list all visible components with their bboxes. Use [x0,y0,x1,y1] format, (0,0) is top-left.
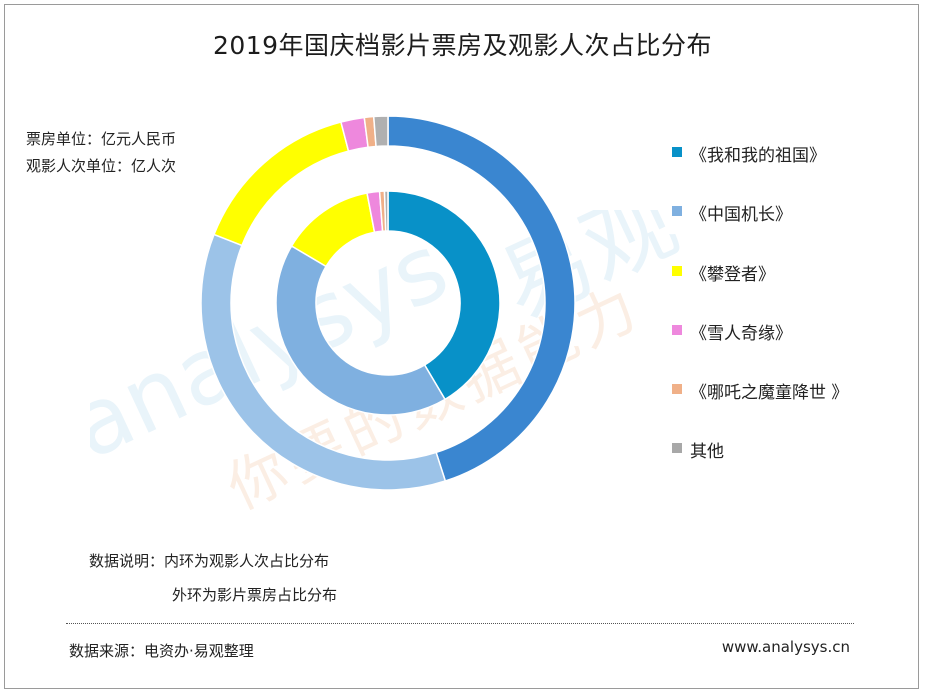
legend-label: 《我和我的祖国》 [690,146,826,166]
legend-swatch [672,206,682,217]
legend-label: 《雪人奇缘》 [690,323,792,344]
outer-ring-slice [372,115,389,148]
legend-label: 其他 [690,442,724,463]
units-note: 票房单位：亿元人民币 观影人次单位：亿人次 [26,126,176,180]
legend-swatch [672,324,682,335]
outer-ring [200,115,576,491]
inner-ring-slice [387,190,501,401]
legend-item: 《我和我的祖国》 [672,141,848,200]
legend-item: 其他 [672,437,848,496]
divider [66,623,854,624]
note-line-inner: 数据说明：内环为观影人次占比分布 [89,552,330,570]
legend-item: 《雪人奇缘》 [672,319,848,378]
data-source: 数据来源：电资办·易观整理 [69,642,254,660]
legend-swatch [672,384,682,395]
data-note: 数据说明：内环为观影人次占比分布 外环为影片票房占比分布 [89,544,337,612]
note-line-outer: 外环为影片票房占比分布 [172,586,338,604]
legend-item: 《中国机长》 [672,200,848,259]
legend-label: 《攀登者》 [690,264,775,285]
box-office-unit: 票房单位：亿元人民币 [26,130,177,148]
legend-item: 《攀登者》 [672,260,848,319]
site-url: www.analysys.cn [721,638,850,656]
legend-label: 《哪吒之魔童降世 》 [690,383,849,404]
legend-item: 《哪吒之魔童降世 》 [672,378,848,437]
chart-frame [4,4,919,689]
legend-swatch [672,147,682,157]
inner-ring-slice [383,190,389,232]
legend-swatch [672,443,682,454]
legend-label: 《中国机长》 [690,205,792,226]
legend: 《我和我的祖国》 《中国机长》 《攀登者》 《雪人奇缘》 《哪吒之魔童降世 》 … [672,141,848,497]
legend-swatch [672,265,682,276]
chart-title: 2019年国庆档影片票房及观影人次占比分布 [212,31,713,60]
inner-ring [275,190,501,416]
audience-unit: 观影人次单位：亿人次 [26,157,177,175]
inner-ring-slice [275,244,447,416]
